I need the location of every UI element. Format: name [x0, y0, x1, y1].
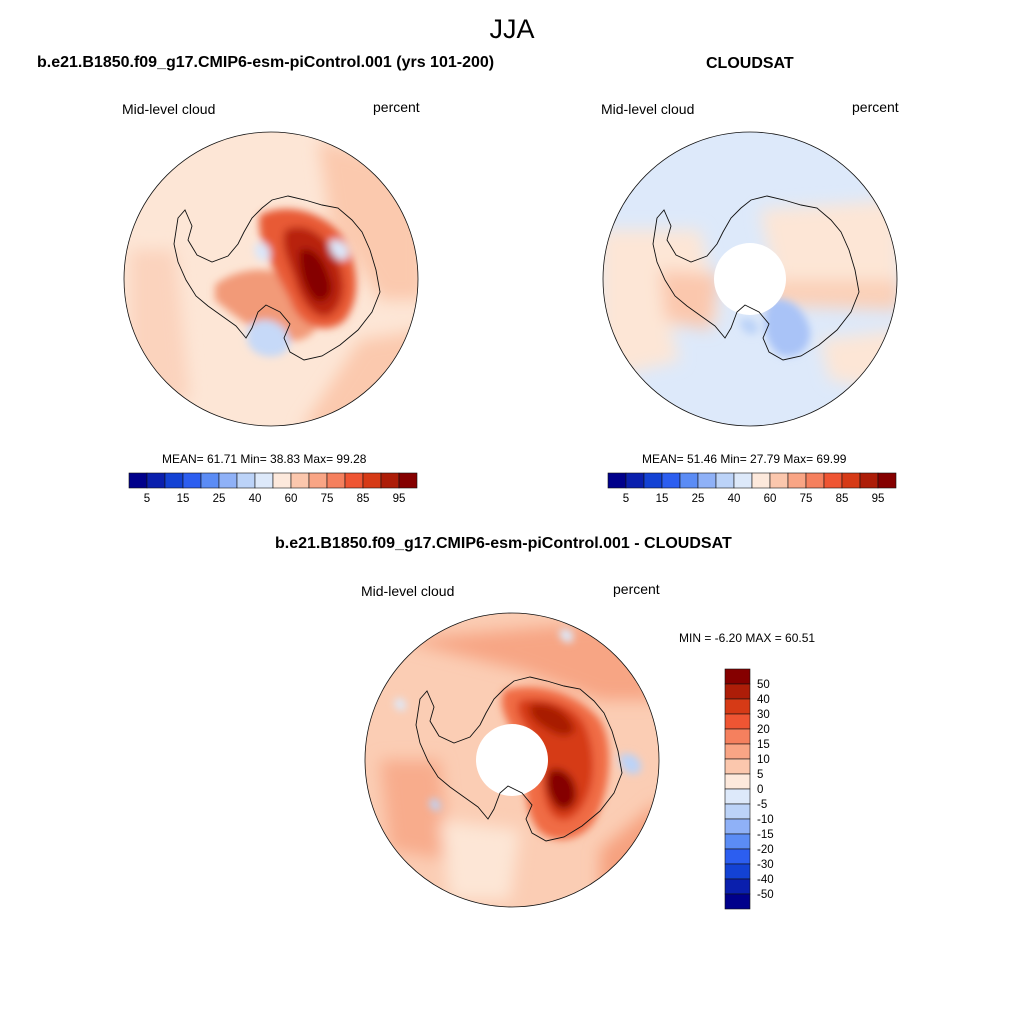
model-units-label: percent	[373, 99, 420, 115]
obs-colorbar-swatch	[787, 472, 807, 489]
diff-colorbar-swatch	[724, 833, 751, 850]
model-tick: 60	[284, 493, 298, 505]
diff-tick: -5	[757, 799, 768, 811]
diff-colorbar-swatch	[724, 713, 751, 730]
obs-colorbar-swatch	[751, 472, 771, 489]
model-colorbar-swatch	[272, 472, 292, 489]
model-tick: 40	[248, 493, 262, 505]
obs-colorbar-swatch	[661, 472, 681, 489]
model-tick: 95	[392, 493, 406, 505]
obs-colorbar-swatch	[823, 472, 843, 489]
obs-tick: 95	[871, 493, 885, 505]
diff-colorbar-swatch	[724, 863, 751, 880]
obs-colorbar-swatch	[805, 472, 825, 489]
model-colorbar-swatch	[290, 472, 310, 489]
diff-tick: -10	[757, 814, 774, 826]
obs-colorbar-swatch	[733, 472, 753, 489]
obs-colorbar-swatch	[877, 472, 897, 489]
obs-colorbar-swatch	[841, 472, 861, 489]
model-colorbar-swatch	[398, 472, 418, 489]
obs-colorbar-swatch	[859, 472, 879, 489]
model-tick: 25	[212, 493, 226, 505]
diff-units-label: percent	[613, 581, 660, 597]
diff-tick: -30	[757, 859, 774, 871]
diff-tick: -20	[757, 844, 774, 856]
model-colorbar-swatch	[218, 472, 238, 489]
diff-colorbar-swatch	[724, 773, 751, 790]
diff-colorbar-swatch	[724, 788, 751, 805]
diff-panel-title: b.e21.B1850.f09_g17.CMIP6-esm-piControl.…	[275, 535, 732, 552]
diff-stats: MIN = -6.20 MAX = 60.51	[679, 631, 816, 645]
obs-map	[602, 131, 898, 427]
diff-tick: 0	[757, 784, 764, 796]
obs-tick: 25	[691, 493, 705, 505]
main-title: JJA	[489, 14, 535, 44]
diff-colorbar-swatch	[724, 818, 751, 835]
obs-colorbar-swatch	[643, 472, 663, 489]
diff-colorbar-swatch	[724, 683, 751, 700]
model-variable-label: Mid-level cloud	[122, 101, 216, 117]
diff-tick: 20	[757, 724, 770, 736]
obs-panel-title: CLOUDSAT	[706, 55, 794, 72]
obs-colorbar	[607, 472, 897, 489]
diff-colorbar-swatch	[724, 698, 751, 715]
obs-tick: 40	[727, 493, 741, 505]
obs-stats: MEAN= 51.46 Min= 27.79 Max= 69.99	[642, 452, 847, 466]
diff-colorbar-swatch	[724, 893, 751, 910]
diff-colorbar-swatch	[724, 848, 751, 865]
diff-colorbar-swatch	[724, 728, 751, 745]
model-tick: 75	[320, 493, 334, 505]
diff-colorbar-swatch	[724, 878, 751, 895]
diff-tick: -40	[757, 874, 774, 886]
obs-tick: 15	[655, 493, 669, 505]
diff-tick: -15	[757, 829, 774, 841]
obs-colorbar-swatch	[679, 472, 699, 489]
obs-tick: 60	[763, 493, 777, 505]
diff-colorbar-swatch	[724, 758, 751, 775]
diff-map	[364, 612, 660, 908]
obs-colorbar-swatch	[625, 472, 645, 489]
diff-tick: -50	[757, 889, 774, 901]
model-tick: 85	[356, 493, 370, 505]
model-colorbar-swatch	[164, 472, 184, 489]
diff-variable-label: Mid-level cloud	[361, 583, 455, 599]
model-colorbar-swatch	[308, 472, 328, 489]
model-colorbar	[128, 472, 418, 489]
obs-variable-label: Mid-level cloud	[601, 101, 695, 117]
obs-tick: 5	[622, 493, 630, 505]
obs-colorbar-swatch	[769, 472, 789, 489]
model-colorbar-swatch	[146, 472, 166, 489]
model-stats: MEAN= 61.71 Min= 38.83 Max= 99.28	[162, 452, 367, 466]
obs-colorbar-swatch	[697, 472, 717, 489]
obs-units-label: percent	[852, 99, 899, 115]
model-panel-title: b.e21.B1850.f09_g17.CMIP6-esm-piControl.…	[37, 54, 495, 71]
model-tick: 15	[176, 493, 190, 505]
diff-colorbar-swatch	[724, 803, 751, 820]
obs-tick: 75	[799, 493, 813, 505]
diff-tick: 50	[757, 679, 770, 691]
diff-tick: 10	[757, 754, 770, 766]
diff-tick: 5	[757, 769, 764, 781]
model-map	[123, 131, 419, 427]
model-colorbar-swatch	[362, 472, 382, 489]
diff-colorbar-swatch	[724, 743, 751, 760]
obs-colorbar-swatch	[607, 472, 627, 489]
diff-tick: 40	[757, 694, 770, 706]
model-colorbar-swatch	[254, 472, 274, 489]
model-colorbar-swatch	[344, 472, 364, 489]
model-colorbar-swatch	[236, 472, 256, 489]
obs-tick: 85	[835, 493, 849, 505]
model-tick: 5	[143, 493, 151, 505]
model-colorbar-swatch	[182, 472, 202, 489]
model-colorbar-swatch	[326, 472, 346, 489]
model-colorbar-swatch	[128, 472, 148, 489]
model-colorbar-swatch	[380, 472, 400, 489]
diff-colorbar-swatch	[724, 668, 751, 685]
diff-tick: 30	[757, 709, 770, 721]
model-colorbar-swatch	[200, 472, 220, 489]
obs-colorbar-swatch	[715, 472, 735, 489]
diff-colorbar	[724, 668, 751, 910]
diff-tick: 15	[757, 739, 770, 751]
